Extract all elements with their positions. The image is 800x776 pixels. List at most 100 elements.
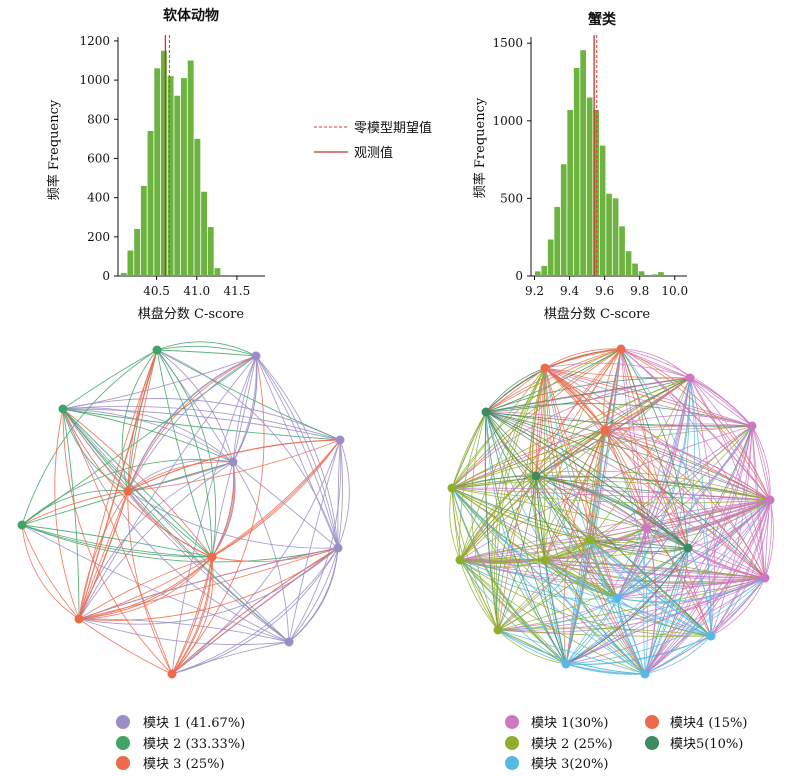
network-edge bbox=[62, 408, 290, 643]
network-edge bbox=[62, 407, 234, 463]
network-edge bbox=[171, 556, 213, 675]
network-edge bbox=[620, 348, 771, 501]
network-edge bbox=[535, 475, 618, 599]
network-edge bbox=[544, 559, 646, 675]
network-edge bbox=[544, 348, 622, 369]
network-edge bbox=[485, 348, 622, 413]
network-edge bbox=[620, 348, 647, 529]
legend-label-module-4: 模块4 (15%) bbox=[670, 716, 747, 731]
legend-swatch-module-2 bbox=[505, 736, 519, 750]
network-node bbox=[641, 523, 651, 533]
histogram-bar bbox=[174, 95, 181, 277]
network-edge bbox=[62, 408, 213, 558]
network-edge bbox=[645, 425, 753, 529]
network-edge bbox=[451, 487, 591, 541]
network-edge bbox=[78, 547, 339, 620]
network-edge bbox=[616, 547, 689, 599]
histogram-bar bbox=[120, 273, 127, 276]
network-node bbox=[493, 625, 503, 635]
x-tick-label: 40.5 bbox=[143, 284, 170, 298]
network-edge bbox=[497, 577, 766, 631]
network-edge bbox=[565, 577, 766, 665]
histogram-bar bbox=[625, 251, 632, 276]
network-edge bbox=[589, 539, 712, 637]
y-tick-label: 0 bbox=[102, 269, 110, 283]
histogram-bar bbox=[619, 226, 625, 276]
x-tick-label: 9.2 bbox=[525, 284, 544, 298]
x-tick-label: 41.0 bbox=[183, 284, 210, 298]
chart-title: 蟹类 bbox=[587, 11, 617, 28]
network-edge bbox=[485, 411, 766, 579]
network-edge bbox=[171, 556, 213, 675]
network-edge bbox=[127, 490, 290, 643]
y-tick-label: 200 bbox=[87, 230, 110, 244]
network-edge bbox=[497, 597, 618, 631]
network-edge bbox=[78, 547, 339, 625]
observed-legend-label: 观测值 bbox=[354, 145, 393, 161]
network-edge bbox=[644, 577, 766, 675]
network-edge bbox=[616, 597, 646, 675]
network-edge bbox=[232, 355, 257, 463]
network-node bbox=[585, 535, 595, 545]
network-edge bbox=[589, 499, 771, 541]
network-edge bbox=[544, 367, 753, 427]
network-edge bbox=[459, 499, 771, 561]
y-axis-label: 频率 Frequency bbox=[46, 99, 62, 200]
histogram-bar bbox=[207, 227, 214, 276]
network-edge bbox=[62, 408, 173, 675]
network-edge bbox=[544, 559, 766, 584]
network-edge bbox=[589, 539, 712, 637]
network-edge bbox=[544, 559, 618, 599]
network-edge bbox=[459, 558, 546, 561]
network-edge bbox=[689, 377, 753, 427]
network-edge bbox=[78, 556, 213, 620]
histogram-bar bbox=[160, 50, 167, 277]
network-edge bbox=[171, 547, 339, 675]
network-edge bbox=[255, 355, 339, 549]
network-edge bbox=[616, 499, 771, 599]
network-edge bbox=[644, 527, 657, 675]
network-edge bbox=[62, 355, 257, 410]
network-edge bbox=[589, 539, 712, 637]
network-edge bbox=[451, 411, 487, 489]
network-edge bbox=[21, 524, 213, 558]
network-edge bbox=[604, 429, 771, 501]
network-edge bbox=[451, 476, 771, 501]
network-edge bbox=[459, 559, 567, 665]
network-edge bbox=[535, 348, 622, 477]
network-node bbox=[228, 457, 238, 467]
legend-label-module-3: 模块 3 (25%) bbox=[143, 757, 225, 772]
network-edge bbox=[449, 487, 461, 561]
network-edge bbox=[451, 487, 689, 549]
network-edge bbox=[497, 475, 537, 631]
network-edge bbox=[620, 348, 766, 579]
network-edge bbox=[620, 348, 691, 379]
network-edge bbox=[565, 425, 753, 665]
histogram-bar bbox=[154, 68, 161, 276]
network-legend-mollusc: 模块 1 (41.67%) 模块 2 (33.33%) 模块 3 (25%) bbox=[116, 715, 245, 772]
network-edge bbox=[156, 349, 213, 558]
network-edge bbox=[604, 415, 753, 431]
network-edge bbox=[544, 367, 647, 529]
network-edge bbox=[535, 475, 546, 561]
network-node bbox=[335, 435, 345, 445]
y-tick-label: 1200 bbox=[79, 34, 110, 48]
legend-swatch-module-3 bbox=[505, 756, 519, 770]
network-edge bbox=[485, 411, 689, 549]
network-edge bbox=[156, 349, 234, 463]
network-edge bbox=[21, 524, 213, 558]
network-edge bbox=[211, 439, 341, 558]
network-edge bbox=[544, 559, 646, 675]
network-node bbox=[640, 669, 650, 679]
network-edge bbox=[565, 499, 771, 665]
legend-label-module-1: 模块 1(30%) bbox=[531, 716, 608, 731]
network-edge bbox=[535, 377, 691, 477]
network-edge bbox=[644, 547, 689, 675]
network-edge bbox=[21, 524, 80, 620]
network-edge bbox=[78, 349, 158, 620]
legend-label-module-3: 模块 3(20%) bbox=[531, 757, 608, 772]
network-node bbox=[447, 483, 457, 493]
network-edge bbox=[451, 470, 771, 501]
network-edge bbox=[62, 408, 173, 675]
network-edge bbox=[232, 461, 290, 643]
